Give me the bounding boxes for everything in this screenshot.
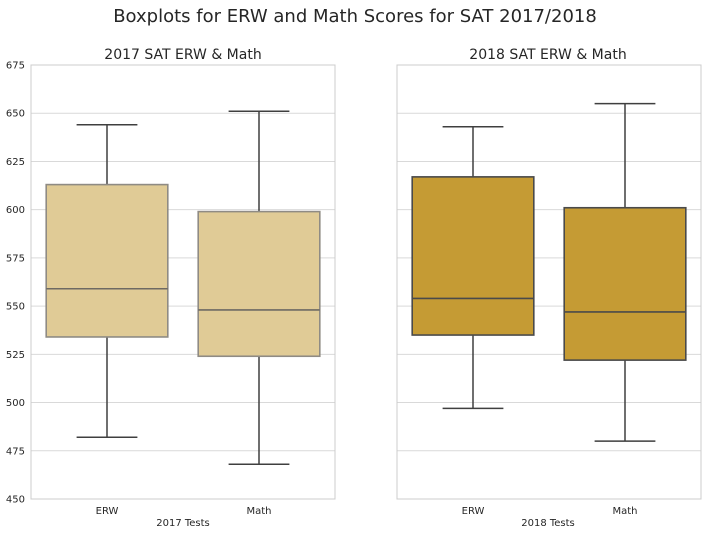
chart-panel-2018: 2018 SAT ERW & Math ERW Math 2018 Tests — [396, 47, 702, 529]
y-tick-labels: 450 475 500 525 550 575 600 625 650 675 — [6, 61, 25, 506]
x-axis-label: 2018 Tests — [521, 518, 575, 529]
chart-title: 2018 SAT ERW & Math — [469, 47, 626, 63]
y-tick-label: 625 — [6, 157, 25, 168]
x-tick-label: ERW — [96, 506, 119, 517]
box-math — [563, 102, 687, 442]
y-tick-label: 650 — [6, 109, 25, 120]
x-tick-labels: ERW Math — [462, 506, 638, 517]
y-tick-label: 550 — [6, 302, 25, 313]
y-tick-label: 475 — [6, 446, 25, 457]
x-tick-label: Math — [612, 506, 637, 517]
iqr-box — [563, 206, 687, 361]
x-tick-label: Math — [246, 506, 271, 517]
x-tick-labels: ERW Math — [96, 506, 272, 517]
plot-frame — [30, 64, 336, 500]
plot-frame — [396, 64, 702, 500]
x-tick-label: ERW — [462, 506, 485, 517]
boxes — [411, 102, 687, 442]
y-tick-label: 500 — [6, 398, 25, 409]
iqr-box — [197, 210, 321, 358]
y-tick-label: 575 — [6, 253, 25, 264]
box-erw — [45, 124, 169, 439]
chart-title: 2017 SAT ERW & Math — [104, 47, 261, 63]
x-axis-label: 2017 Tests — [156, 518, 210, 529]
chart-panel-2017: 2017 SAT ERW & Math 450 475 500 525 550 575 60… — [6, 47, 336, 529]
iqr-box — [411, 176, 535, 336]
boxes — [45, 110, 321, 466]
y-tick-label: 450 — [6, 495, 25, 506]
box-math — [197, 110, 321, 466]
y-tick-label: 600 — [6, 205, 25, 216]
y-tick-label: 675 — [6, 61, 25, 72]
iqr-box — [45, 183, 169, 338]
y-tick-label: 525 — [6, 350, 25, 361]
box-erw — [411, 125, 535, 410]
figure-suptitle: Boxplots for ERW and Math Scores for SAT… — [113, 6, 597, 27]
